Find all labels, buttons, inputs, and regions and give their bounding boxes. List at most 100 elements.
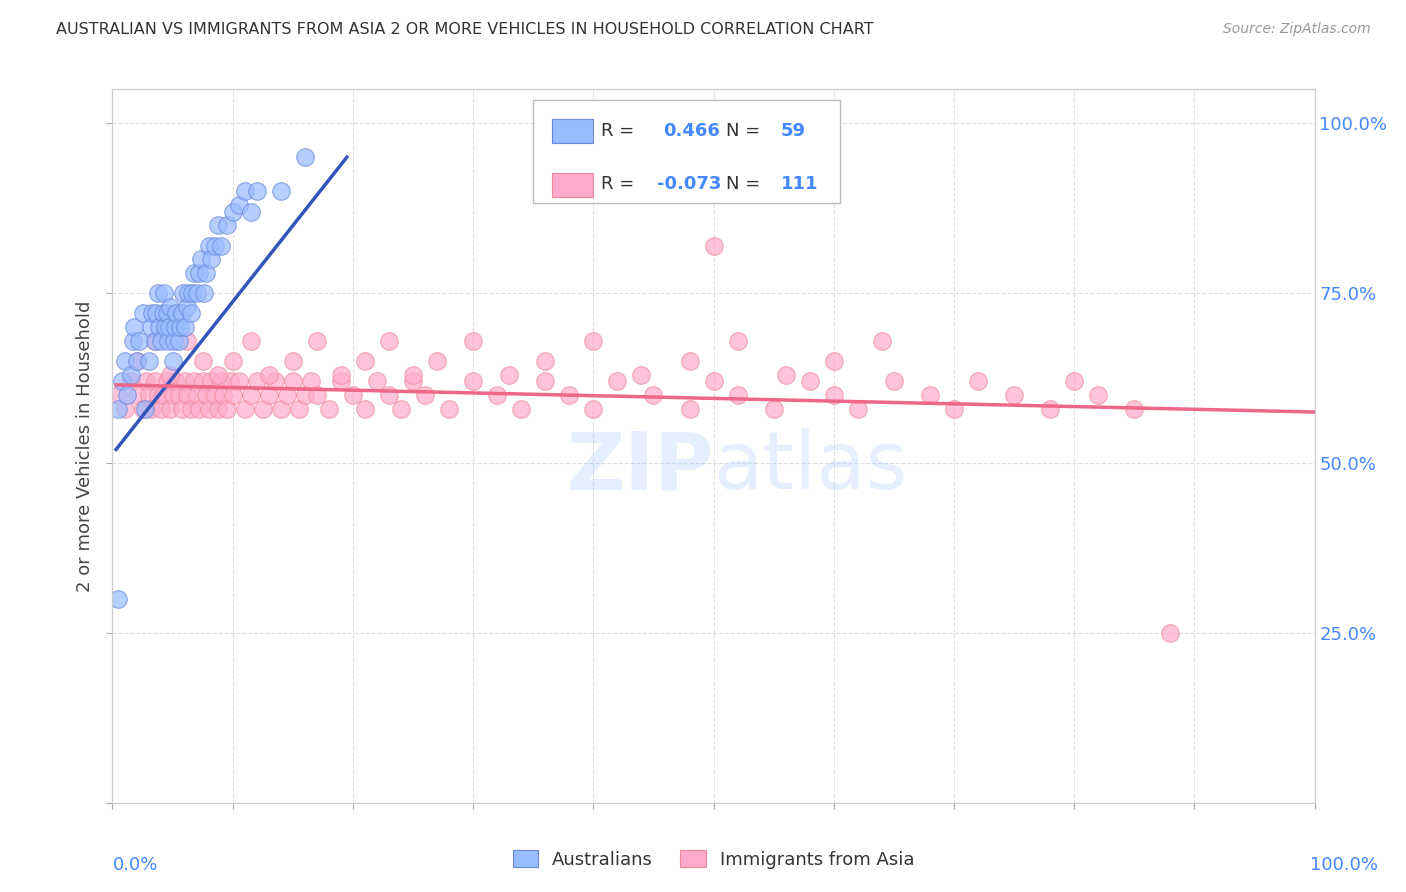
- Point: [135, 375, 157, 389]
- Point: [176, 334, 198, 348]
- Point: [413, 388, 436, 402]
- Point: [678, 354, 700, 368]
- Text: 0.0%: 0.0%: [112, 856, 157, 874]
- Point: [195, 388, 218, 402]
- Point: [139, 401, 162, 416]
- Point: [215, 218, 238, 232]
- Point: [155, 320, 177, 334]
- Point: [389, 401, 412, 416]
- Point: [257, 368, 280, 382]
- Point: [329, 375, 352, 389]
- Point: [180, 306, 202, 320]
- Point: [281, 354, 304, 368]
- Point: [228, 375, 250, 389]
- Text: atlas: atlas: [713, 428, 908, 507]
- Text: ZIP: ZIP: [567, 428, 713, 507]
- Point: [288, 401, 311, 416]
- Point: [200, 252, 222, 266]
- Point: [228, 198, 250, 212]
- Point: [606, 375, 628, 389]
- Point: [186, 388, 208, 402]
- Point: [823, 388, 845, 402]
- Point: [131, 306, 153, 320]
- Point: [212, 388, 235, 402]
- Point: [172, 286, 194, 301]
- Point: [163, 334, 186, 348]
- FancyBboxPatch shape: [553, 120, 593, 144]
- Point: [188, 401, 211, 416]
- Point: [107, 591, 129, 606]
- Point: [209, 375, 232, 389]
- Point: [239, 388, 262, 402]
- Point: [156, 334, 179, 348]
- Point: [207, 218, 229, 232]
- Point: [1159, 626, 1181, 640]
- Point: [183, 375, 205, 389]
- Point: [883, 375, 905, 389]
- Point: [378, 334, 401, 348]
- Point: [305, 388, 328, 402]
- Point: [107, 388, 129, 402]
- Point: [159, 401, 181, 416]
- Text: N =: N =: [725, 121, 765, 139]
- Point: [115, 388, 138, 402]
- Point: [942, 401, 965, 416]
- Point: [173, 375, 195, 389]
- Point: [167, 388, 190, 402]
- Point: [195, 266, 218, 280]
- Point: [155, 375, 177, 389]
- Point: [702, 238, 725, 252]
- Point: [257, 388, 280, 402]
- Point: [329, 368, 352, 382]
- Point: [128, 334, 150, 348]
- Point: [111, 375, 134, 389]
- Point: [222, 354, 245, 368]
- Point: [159, 300, 181, 314]
- Point: [149, 401, 172, 416]
- Point: [1039, 401, 1062, 416]
- Point: [162, 354, 184, 368]
- Point: [177, 286, 200, 301]
- Point: [152, 388, 174, 402]
- Point: [207, 368, 229, 382]
- Point: [486, 388, 509, 402]
- Point: [918, 388, 941, 402]
- Point: [461, 375, 484, 389]
- Point: [239, 204, 262, 219]
- Point: [159, 368, 181, 382]
- Point: [239, 334, 262, 348]
- FancyBboxPatch shape: [553, 173, 593, 197]
- Point: [141, 306, 163, 320]
- Point: [138, 388, 160, 402]
- Text: 100.0%: 100.0%: [1310, 856, 1378, 874]
- Text: 111: 111: [780, 175, 818, 193]
- Point: [193, 286, 215, 301]
- Point: [165, 306, 187, 320]
- Point: [153, 286, 176, 301]
- Point: [823, 354, 845, 368]
- Point: [305, 334, 328, 348]
- Point: [294, 150, 316, 164]
- Point: [222, 204, 245, 219]
- Point: [534, 375, 557, 389]
- Point: [180, 401, 202, 416]
- Text: R =: R =: [600, 121, 640, 139]
- Text: 0.466: 0.466: [664, 121, 720, 139]
- Point: [197, 238, 219, 252]
- Point: [169, 320, 191, 334]
- Point: [120, 368, 142, 382]
- Point: [1063, 375, 1085, 389]
- Text: N =: N =: [725, 175, 765, 193]
- Point: [200, 375, 222, 389]
- Point: [125, 388, 148, 402]
- Point: [582, 401, 605, 416]
- Point: [183, 266, 205, 280]
- Point: [143, 334, 166, 348]
- Point: [122, 320, 145, 334]
- Point: [176, 388, 198, 402]
- Point: [402, 375, 425, 389]
- Point: [143, 334, 166, 348]
- Point: [426, 354, 449, 368]
- Point: [122, 334, 145, 348]
- Point: [219, 375, 242, 389]
